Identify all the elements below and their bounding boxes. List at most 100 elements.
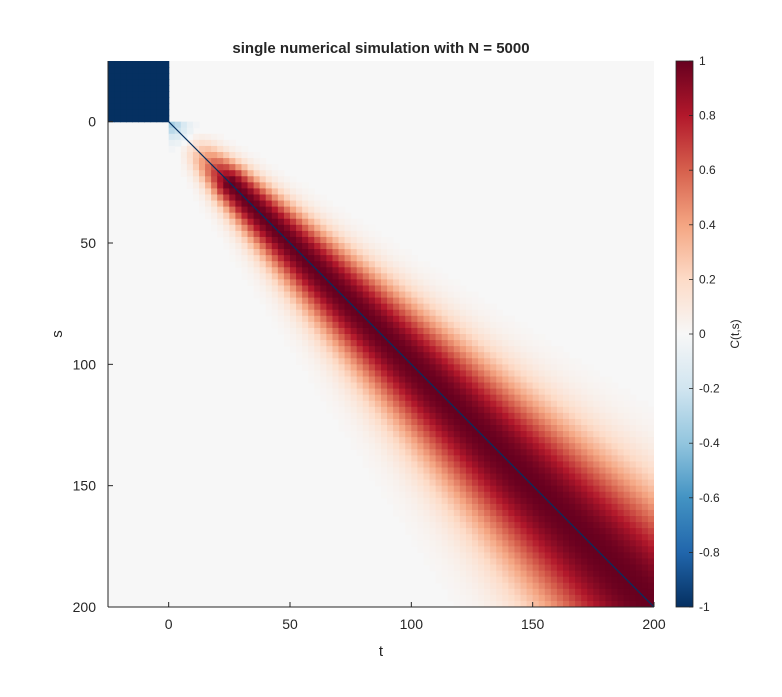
- heatmap-cell: [247, 152, 255, 159]
- heatmap-cell: [532, 600, 540, 607]
- heatmap-cell: [629, 564, 637, 572]
- heatmap-cell: [538, 418, 546, 426]
- heatmap-cell: [502, 394, 509, 402]
- heatmap-cell: [217, 194, 224, 202]
- heatmap-cell: [405, 455, 412, 462]
- heatmap-cell: [350, 249, 358, 256]
- heatmap-cell: [563, 437, 570, 444]
- heatmap-cell: [569, 406, 576, 414]
- heatmap-cell: [144, 61, 152, 68]
- heatmap-cell: [381, 303, 388, 311]
- heatmap-cell: [405, 449, 412, 456]
- heatmap-cell: [362, 340, 370, 347]
- heatmap-cell: [465, 455, 473, 462]
- heatmap-cell: [320, 376, 327, 384]
- heatmap-cell: [429, 503, 437, 511]
- heatmap-cell: [605, 479, 613, 487]
- heatmap-cell: [617, 485, 625, 493]
- heatmap-cell: [399, 346, 406, 353]
- heatmap-cell: [587, 588, 594, 596]
- heatmap-cell: [550, 576, 558, 584]
- heatmap-cell: [126, 97, 133, 105]
- heatmap-cell: [453, 552, 461, 560]
- heatmap-cell: [641, 516, 649, 523]
- heatmap-cell: [350, 255, 358, 262]
- heatmap-cell: [478, 491, 485, 499]
- heatmap-cell: [350, 273, 358, 280]
- heatmap-cell: [374, 461, 382, 469]
- heatmap-cell: [502, 479, 509, 487]
- heatmap-cell: [544, 503, 552, 511]
- heatmap-cell: [271, 170, 279, 177]
- heatmap-cell: [544, 540, 552, 547]
- heatmap-cell: [253, 291, 261, 299]
- heatmap-cell: [599, 594, 607, 602]
- heatmap-cell: [532, 431, 540, 438]
- heatmap-cell: [156, 115, 164, 123]
- heatmap-cell: [368, 315, 376, 323]
- heatmap-cell: [405, 400, 412, 408]
- heatmap-cell: [277, 285, 285, 293]
- heatmap-cell: [490, 594, 497, 602]
- heatmap-cell: [520, 352, 528, 359]
- heatmap-cell: [544, 370, 552, 378]
- heatmap-cell: [569, 461, 576, 469]
- heatmap-cell: [556, 485, 564, 493]
- heatmap-cell: [332, 297, 340, 305]
- heatmap-cell: [374, 291, 382, 299]
- heatmap-cell: [399, 327, 406, 335]
- heatmap-cell: [550, 600, 558, 607]
- heatmap-cell: [575, 467, 582, 475]
- heatmap-cell: [550, 382, 558, 390]
- heatmap-cell: [429, 364, 437, 371]
- heatmap-cell: [314, 285, 321, 293]
- heatmap-cell: [192, 133, 200, 141]
- heatmap-cell: [532, 382, 540, 390]
- heatmap-cell: [387, 467, 394, 475]
- heatmap-cell: [465, 376, 473, 384]
- heatmap-cell: [429, 467, 437, 475]
- heatmap-cell: [550, 467, 558, 475]
- heatmap-cell: [308, 297, 315, 305]
- heatmap-cell: [605, 431, 613, 438]
- heatmap-cell: [623, 485, 631, 493]
- heatmap-cell: [484, 315, 491, 323]
- heatmap-cell: [581, 406, 588, 414]
- heatmap-cell: [563, 461, 570, 469]
- heatmap-cell: [417, 425, 425, 432]
- heatmap-cell: [581, 431, 588, 438]
- heatmap-cell: [314, 249, 321, 256]
- heatmap-cell: [526, 588, 534, 596]
- heatmap-cell: [647, 503, 654, 511]
- heatmap-cell: [150, 97, 158, 105]
- heatmap-cell: [569, 588, 576, 596]
- heatmap-cell: [356, 249, 364, 256]
- heatmap-cell: [502, 449, 509, 456]
- heatmap-cell: [411, 400, 418, 408]
- heatmap-cell: [629, 588, 637, 596]
- heatmap-cell: [629, 443, 637, 450]
- heatmap-cell: [472, 437, 479, 444]
- heatmap-cell: [508, 406, 516, 414]
- heatmap-cell: [447, 388, 455, 396]
- heatmap-cell: [556, 346, 564, 353]
- heatmap-cell: [514, 503, 522, 511]
- heatmap-cell: [429, 327, 437, 335]
- heatmap-cell: [605, 425, 613, 432]
- heatmap-cell: [296, 230, 303, 238]
- heatmap-cell: [502, 400, 509, 408]
- heatmap-cell: [508, 564, 516, 572]
- heatmap-cell: [283, 327, 291, 335]
- heatmap-cell: [569, 443, 576, 450]
- heatmap-cell: [465, 582, 473, 590]
- heatmap-cell: [411, 540, 418, 547]
- heatmap-cell: [502, 497, 509, 505]
- heatmap-cell: [647, 491, 654, 499]
- heatmap-cell: [623, 570, 631, 578]
- heatmap-cell: [229, 164, 236, 171]
- heatmap-cell: [138, 85, 145, 92]
- heatmap-cell: [314, 230, 321, 238]
- heatmap-cell: [211, 133, 218, 141]
- heatmap-cell: [453, 558, 461, 566]
- heatmap-cell: [496, 497, 503, 505]
